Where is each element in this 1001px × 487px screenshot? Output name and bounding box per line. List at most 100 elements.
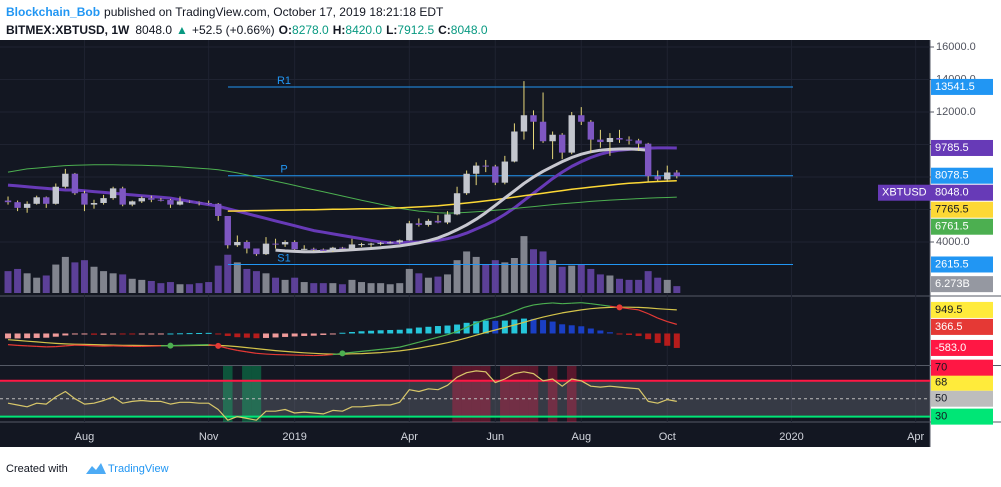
moving-average-line — [275, 147, 649, 254]
candle-body — [482, 165, 489, 167]
macd-line-segment — [619, 306, 630, 310]
open-label: O: — [279, 23, 292, 37]
macd-histogram-bar — [177, 333, 183, 335]
macd-histogram-bar — [205, 332, 212, 334]
volume-bar — [510, 258, 518, 293]
volume-bar — [291, 277, 299, 293]
candle-body — [339, 247, 346, 249]
volume-bar — [453, 260, 461, 293]
candle-body — [205, 202, 212, 204]
volume-bar — [367, 283, 375, 293]
macd-histogram-bar — [310, 333, 317, 336]
volume-bar — [33, 277, 41, 293]
volume-bar — [147, 280, 155, 293]
macd-histogram-bar — [186, 333, 193, 335]
volume-bar — [80, 260, 88, 293]
candle-body — [635, 140, 642, 144]
macd-line-segment — [342, 351, 353, 354]
volume-bar — [100, 271, 108, 293]
volume-bar — [128, 278, 136, 293]
price-tag — [931, 184, 993, 201]
candle-body — [358, 244, 365, 246]
overbought-highlight — [566, 366, 577, 422]
volume-bar — [186, 284, 194, 293]
macd-histogram-bar — [234, 333, 241, 338]
macd-histogram-bar — [444, 325, 451, 334]
author[interactable]: Blockchain_Bob — [6, 5, 100, 19]
macd-line-segment — [399, 344, 410, 348]
price-tag-label: 30 — [935, 411, 947, 423]
macd-line-segment — [246, 351, 257, 354]
volume-bar — [71, 262, 79, 293]
volume-bar — [42, 275, 50, 293]
macd-line-segment — [218, 345, 228, 349]
macd-histogram-bar — [14, 333, 21, 339]
candle-body — [492, 166, 499, 183]
candle-body — [62, 173, 69, 187]
price-tag — [931, 374, 993, 391]
price-tag — [931, 218, 993, 235]
macd-histogram-bar — [406, 328, 413, 334]
high-label: H: — [333, 23, 346, 37]
candle-body — [291, 241, 298, 250]
low: 7912.5 — [397, 23, 434, 37]
volume-bar — [615, 278, 623, 293]
macd-histogram-bar — [454, 324, 461, 334]
candle-body — [472, 165, 480, 174]
macd-histogram-bar — [520, 318, 527, 334]
price-tag-label: 8078.5 — [935, 170, 969, 182]
macd-line-segment — [361, 349, 372, 352]
macd-line-segment — [514, 306, 525, 312]
macd-histogram-bar — [358, 331, 365, 334]
macd-histogram-bar — [272, 333, 279, 338]
candle-body — [549, 134, 556, 142]
macd-line-segment — [390, 346, 400, 349]
price-tag-label: 6761.5 — [935, 221, 969, 233]
macd-histogram-bar — [434, 326, 441, 334]
footer-brand[interactable]: TradingView — [108, 463, 169, 475]
x-tick-label: Aug — [571, 431, 591, 443]
macd-line-segment — [475, 319, 486, 324]
rsi-line — [7, 370, 677, 421]
candle-body — [52, 186, 59, 204]
candle-body — [157, 199, 165, 201]
price-tag-label: 2615.5 — [935, 258, 969, 270]
price-tag — [931, 359, 993, 376]
close: 8048.0 — [451, 23, 488, 37]
macd-line-segment — [237, 349, 247, 353]
candle-body — [530, 115, 537, 122]
volume-bar — [472, 256, 480, 293]
macd-histogram-bar — [511, 319, 518, 334]
candle-body — [100, 198, 107, 203]
macd-line-segment — [323, 353, 333, 356]
candle-body — [224, 215, 231, 246]
volume-bar — [109, 273, 117, 293]
volume-bar — [319, 283, 327, 293]
volume-bar — [491, 260, 499, 293]
macd-line-segment — [638, 309, 649, 315]
volume-bar — [377, 283, 385, 293]
close-label: C: — [438, 23, 451, 37]
macd-line-segment — [485, 316, 496, 321]
published: published on TradingView.com, October 17… — [104, 5, 444, 19]
candle-body — [195, 202, 203, 204]
macd-line-segment — [428, 336, 439, 341]
symbol-tag — [878, 184, 931, 201]
macd-histogram-bar — [587, 328, 594, 334]
macd-line-segment — [581, 302, 591, 305]
price-tag — [931, 390, 993, 407]
macd-histogram-bar — [559, 324, 566, 334]
candle-body — [625, 139, 633, 141]
macd-histogram-bar — [387, 330, 394, 334]
macd-line-segment — [647, 313, 658, 319]
price-tag-label: -583.0 — [935, 342, 966, 354]
macd-histogram-bar — [492, 320, 499, 334]
candle-body — [281, 241, 289, 245]
macd-line-segment — [409, 341, 420, 346]
macd-line-segment — [466, 322, 477, 328]
macd-histogram-bar — [368, 330, 375, 334]
macd-histogram-bar — [530, 318, 537, 334]
price-tag — [931, 276, 993, 293]
candle-body — [501, 161, 509, 183]
candle-body — [644, 143, 652, 177]
